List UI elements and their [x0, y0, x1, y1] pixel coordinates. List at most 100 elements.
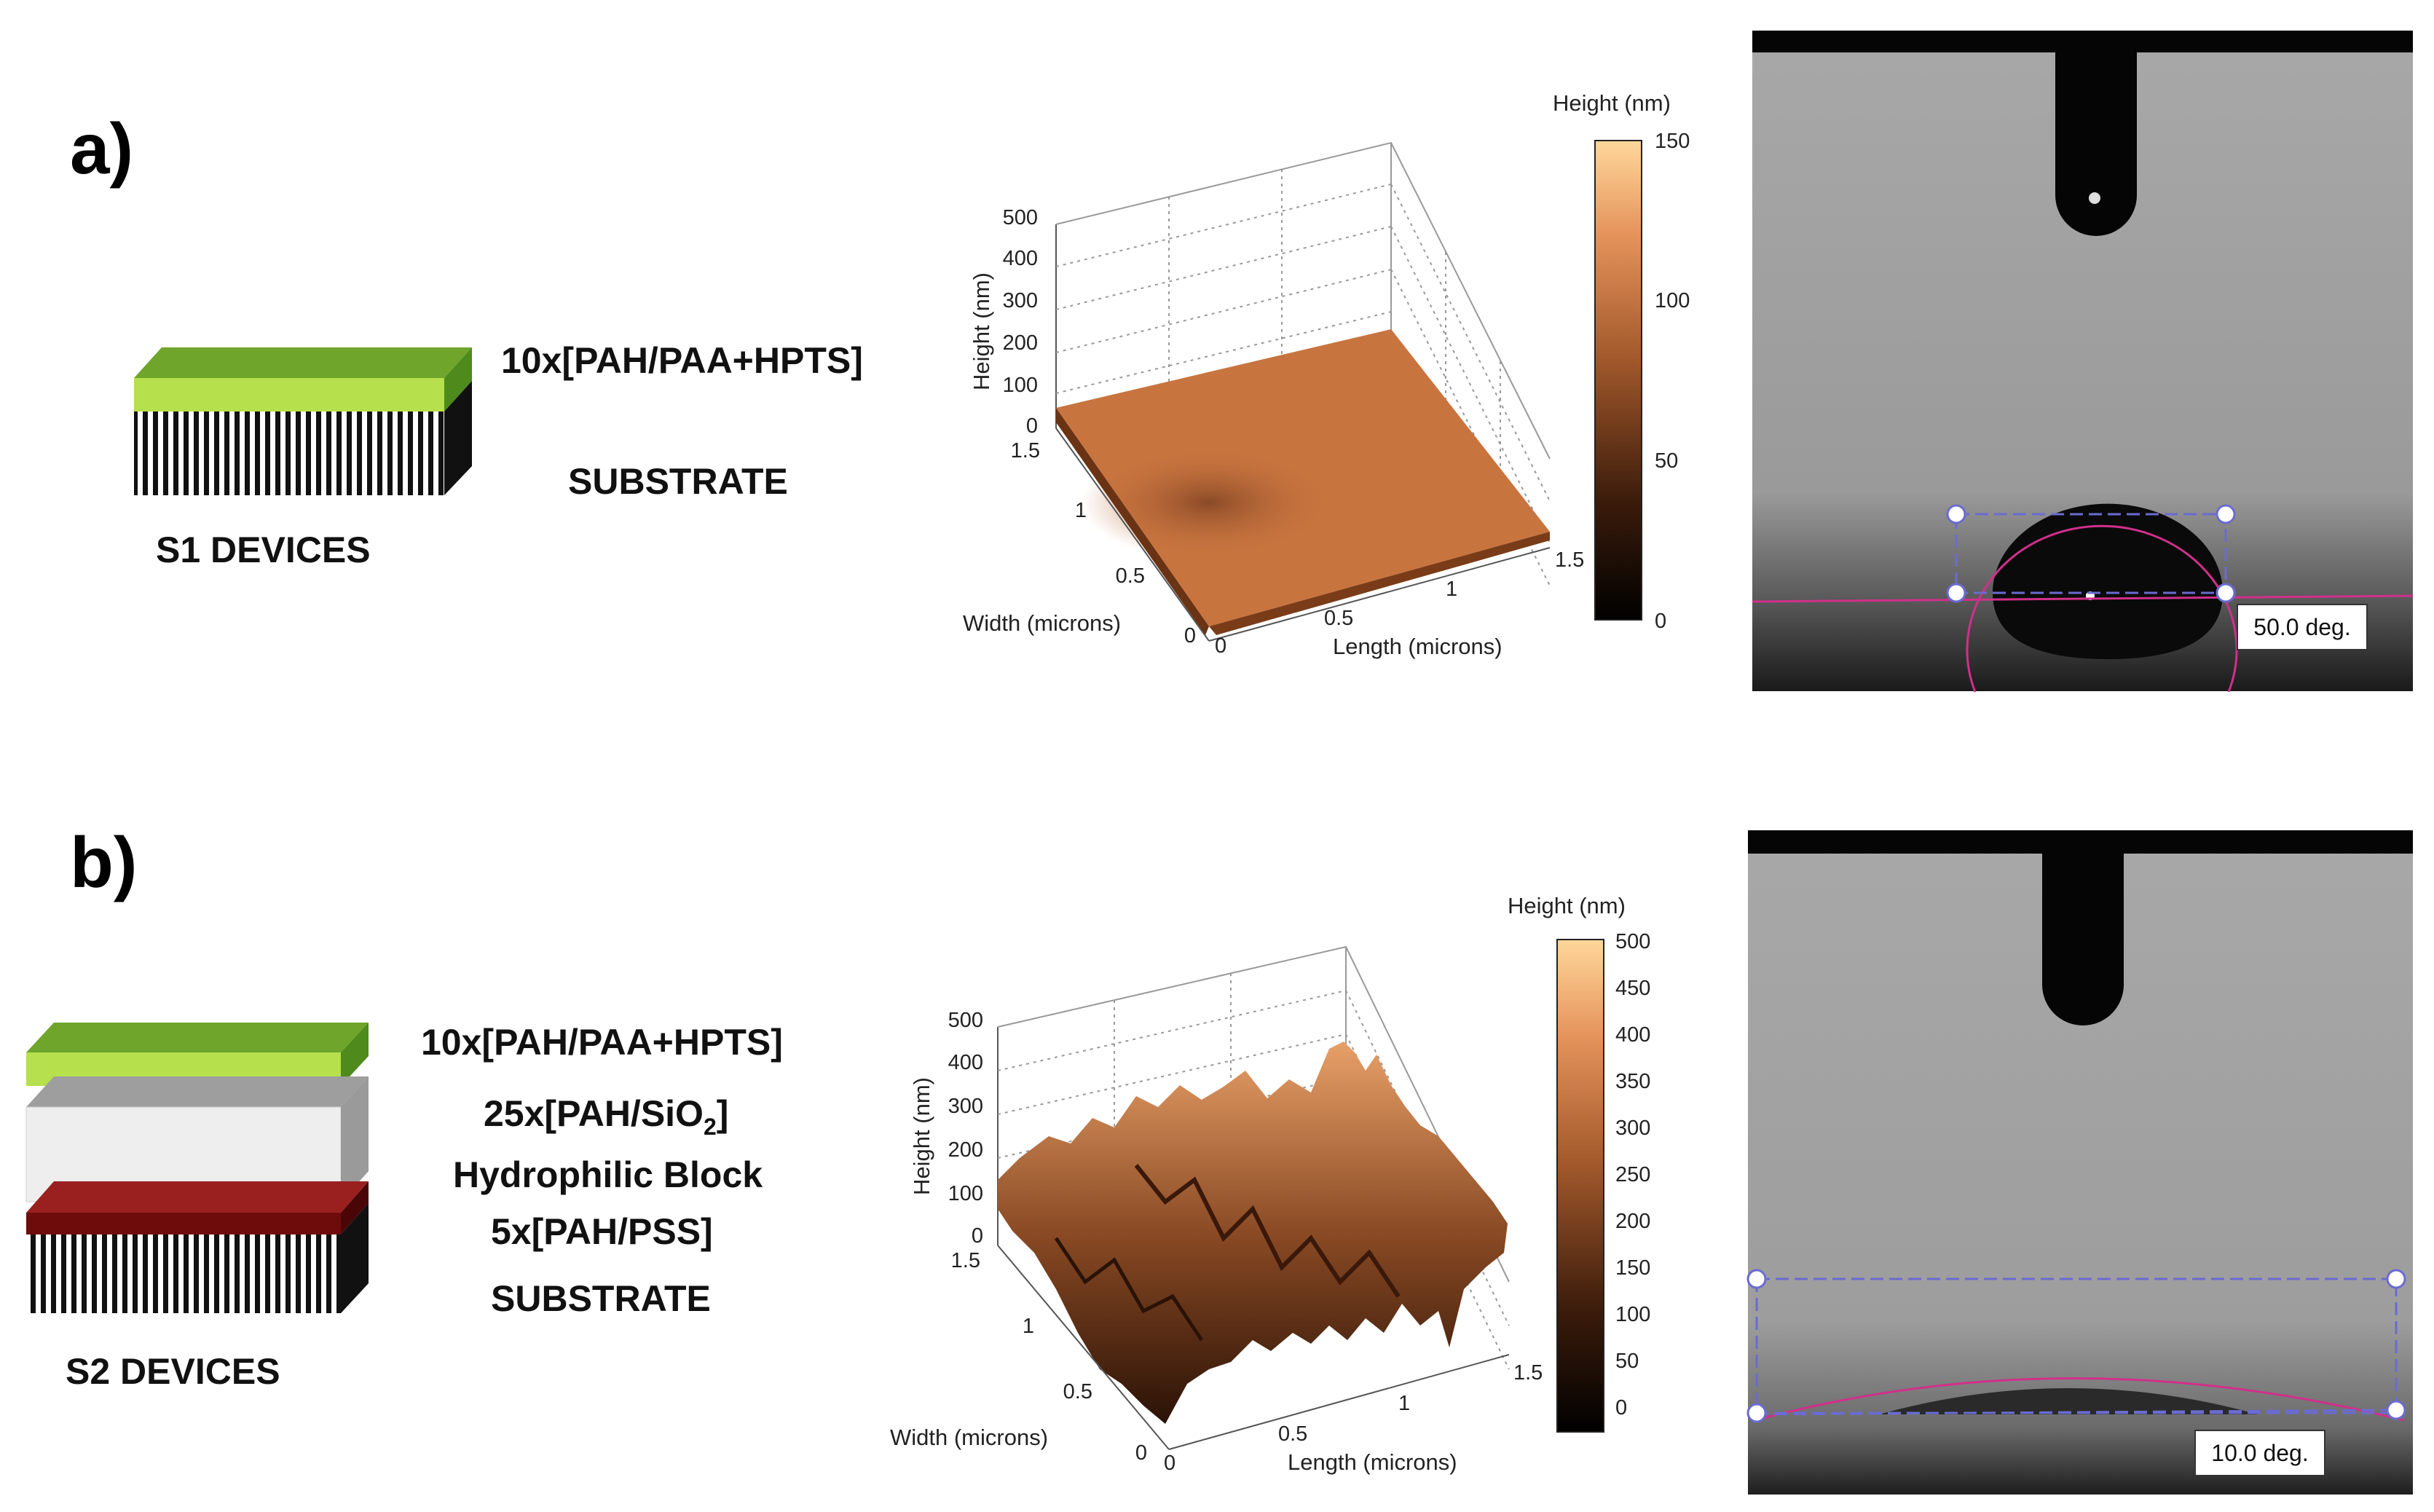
afm-a-ylabel: Width (microns) — [963, 610, 1121, 636]
afm-surface-rough-b — [998, 1042, 1508, 1424]
green-layer-top-face — [134, 347, 472, 378]
colorbar-b-tick: 200 — [1615, 1210, 1650, 1233]
colorbar-b-tick: 100 — [1615, 1303, 1650, 1326]
substrate-block-front — [26, 1235, 341, 1313]
colorbar-a — [1594, 140, 1642, 621]
layer-label-pah-paa-hpts: 10x[PAH/PAA+HPTS] — [421, 1022, 783, 1063]
afm-axis-width-b — [997, 1245, 1170, 1450]
afm-b-xtick: 1.5 — [1513, 1361, 1543, 1385]
colorbar-a-tick: 0 — [1655, 610, 1666, 633]
colorbar-a-tick: 100 — [1655, 289, 1690, 312]
afm-b-ztick: 400 — [948, 1051, 983, 1074]
maroon-layer-side — [341, 1181, 369, 1235]
selection-handle-b — [2386, 1400, 2406, 1420]
angle-badge-a — [2237, 604, 2368, 650]
layer-stack-s2 — [25, 1023, 369, 1313]
afm-a-ztick: 200 — [1003, 331, 1038, 355]
afm-b-ztick: 500 — [948, 1009, 983, 1032]
colorbar-b-tick: 250 — [1615, 1163, 1650, 1186]
afm-b-ytick: 0 — [1135, 1441, 1147, 1465]
green-layer-side — [341, 1023, 369, 1086]
substrate-block-front — [134, 412, 444, 495]
afm-b-ytick: 1.5 — [951, 1249, 980, 1272]
afm-a-zlabel: Height (nm) — [969, 272, 994, 390]
green-layer-top-face — [26, 1023, 369, 1052]
angle-badge-b — [2194, 1430, 2325, 1476]
substrate-block-side — [341, 1203, 369, 1313]
maroon-layer-front — [26, 1213, 341, 1235]
afm-b-ytick: 0.5 — [1063, 1380, 1092, 1403]
colorbar-b-title: Height (nm) — [1508, 893, 1626, 918]
contact-angle-value-a: 50.0 deg. — [2253, 614, 2350, 640]
afm-a-ztick: 100 — [1003, 374, 1038, 397]
colorbar-b-tick: 500 — [1615, 930, 1650, 953]
afm-b-ylabel: Width (microns) — [890, 1425, 1048, 1450]
afm-a-ytick: 1.5 — [1011, 439, 1040, 462]
afm-b-ztick: 200 — [948, 1138, 983, 1162]
droplet-b — [1879, 1388, 2258, 1414]
afm-b-ztick: 0 — [972, 1224, 983, 1248]
substrate-block-side — [444, 381, 472, 495]
afm-a-xtick: 1 — [1446, 578, 1457, 601]
droplet-a — [1993, 503, 2223, 659]
layer-label-pah-sio2: 25x[PAH/SiO2] — [484, 1093, 728, 1140]
green-layer-front — [134, 378, 444, 412]
afm-a-ztick: 400 — [1003, 247, 1038, 270]
colorbar-b-ticks: 500 450 400 350 300 250 200 150 100 50 0 — [1615, 930, 1650, 1420]
selection-handle-b — [1746, 1269, 1767, 1289]
colorbar-b-tick: 400 — [1615, 1023, 1650, 1047]
selection-handle-a — [2216, 504, 2236, 524]
afm-b-ztick: 100 — [948, 1182, 983, 1205]
panel-a: a) 10x[PAH/PAA+HPTS] SUBSTRATE S1 DEVICE… — [70, 31, 2414, 693]
colorbar-a-tick: 150 — [1655, 130, 1690, 153]
afm-surface-a — [1055, 329, 1551, 642]
colorbar-a-tick: 50 — [1655, 449, 1678, 473]
colorbar-b-tick: 50 — [1615, 1350, 1639, 1373]
afm-surface-edge-right-a — [1209, 532, 1550, 635]
afm-a-ztick: 500 — [1003, 206, 1038, 229]
selection-box-a — [1955, 513, 2227, 594]
baseline-a — [1752, 594, 2414, 603]
colorbar-b-tick: 0 — [1615, 1396, 1627, 1420]
afm-axis-width-a — [1055, 428, 1210, 642]
afm-surface-edge-left-a — [1056, 408, 1209, 635]
layer-label-substrate: SUBSTRATE — [568, 461, 788, 502]
layer-label-hydrophilic-block: Hydrophilic Block — [453, 1154, 763, 1195]
afm-a-ytick: 1 — [1075, 499, 1087, 522]
needle-a — [2055, 52, 2137, 236]
layer-label-pah-pss: 5x[PAH/PSS] — [491, 1211, 713, 1252]
afm-b-xtick: 0.5 — [1278, 1422, 1307, 1446]
hydrophilic-block-side — [341, 1076, 369, 1202]
afm-surface-b — [997, 1042, 1510, 1450]
contact-angle-photo-b: 10.0 deg. — [1746, 830, 2413, 1495]
fit-curve-b — [1754, 1377, 2404, 1422]
colorbar-b-tick: 350 — [1615, 1070, 1650, 1093]
selection-handle-b — [1746, 1403, 1767, 1423]
colorbar-a-title: Height (nm) — [1553, 90, 1671, 116]
panel-b: b) 10x[PAH/PAA+HPTS] 25x[PAH/SiO2] Hydro… — [25, 822, 2413, 1495]
colorbar-b — [1556, 939, 1604, 1433]
green-layer-side — [444, 347, 472, 412]
device-label-s1: S1 DEVICES — [156, 529, 371, 570]
afm-b-ztick: 300 — [948, 1095, 983, 1118]
panel-letter-b: b) — [70, 822, 138, 902]
afm-a-ytick: 0.5 — [1116, 564, 1145, 588]
afm-axis-length-a — [1208, 547, 1551, 642]
afm-plot-a — [1055, 141, 1551, 586]
afm-a-xtick: 0 — [1215, 634, 1226, 658]
colorbar-b-tick: 150 — [1615, 1256, 1650, 1280]
afm-surface-dip-a — [1082, 446, 1336, 559]
afm-b-zlabel: Height (nm) — [909, 1077, 934, 1195]
fit-circle-a — [1966, 524, 2238, 693]
device-label-s2: S2 DEVICES — [66, 1351, 280, 1392]
selection-handle-b — [2386, 1269, 2406, 1289]
afm-b-ytick: 1 — [1023, 1315, 1034, 1338]
selection-handle-a — [1946, 583, 1966, 603]
gray-layer-top-face — [26, 1076, 369, 1107]
selection-handle-a — [2216, 583, 2236, 603]
colorbar-b-tick: 450 — [1615, 977, 1650, 1000]
contact-angle-photo-a: 50.0 deg. — [1752, 31, 2414, 693]
afm-a-ytick: 0 — [1184, 624, 1196, 647]
maroon-layer-top-face — [26, 1181, 369, 1213]
